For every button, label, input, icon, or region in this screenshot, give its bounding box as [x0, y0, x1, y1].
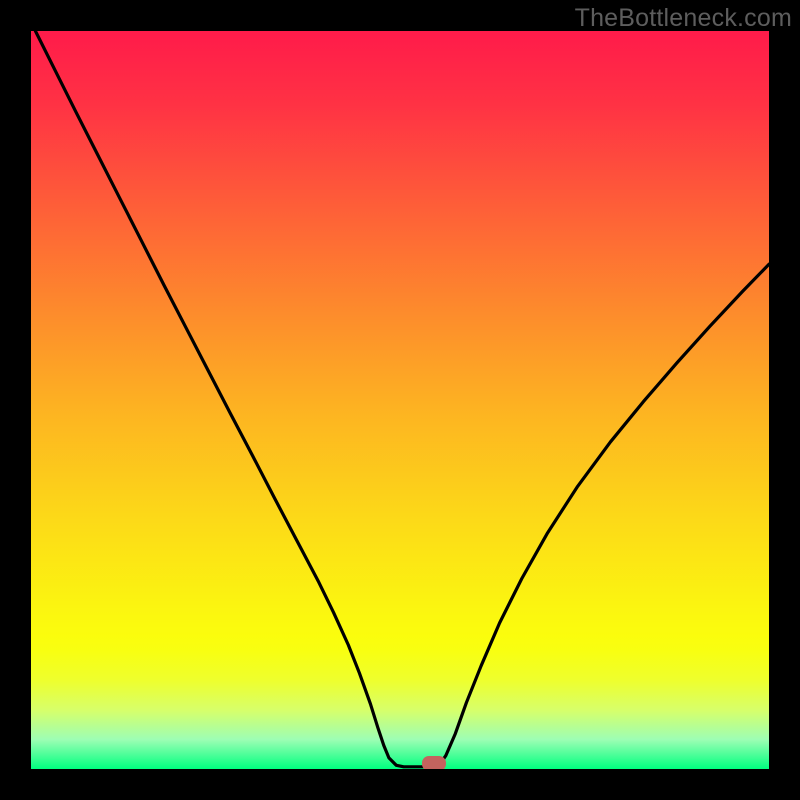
- chart-container: TheBottleneck.com: [0, 0, 800, 800]
- watermark-text: TheBottleneck.com: [575, 4, 792, 33]
- bottleneck-curve: [35, 31, 769, 767]
- plot-wrapper: [31, 31, 769, 769]
- sweet-spot-marker: [422, 756, 446, 769]
- plot-area: [31, 31, 769, 769]
- curve-svg: [31, 31, 769, 769]
